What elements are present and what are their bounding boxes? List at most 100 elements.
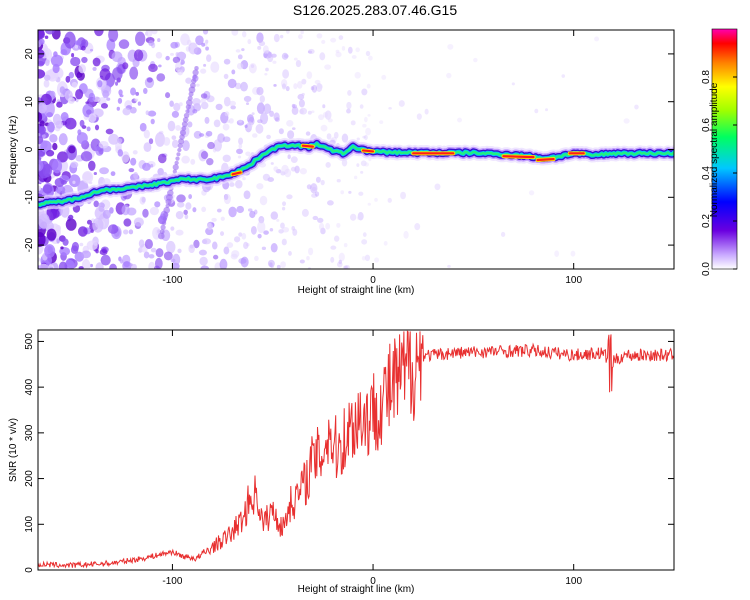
- y-tick-label: 20: [24, 48, 35, 60]
- x-tick-label: 0: [370, 576, 376, 587]
- spectral-noise-blob: [238, 119, 243, 124]
- spectral-noise-blob: [38, 213, 50, 229]
- spectral-noise-blob: [235, 179, 243, 189]
- spectral-noise-blob: [307, 110, 312, 115]
- spectral-noise-blob: [52, 63, 60, 74]
- spectral-noise-blob: [185, 104, 191, 110]
- spectrogram-y-axis-label: Frequency (Hz): [8, 116, 19, 185]
- spectral-noise-blob: [320, 227, 326, 235]
- spectral-noise-blob: [367, 114, 371, 117]
- spectral-noise-blob: [204, 116, 210, 124]
- spectral-noise-blob: [335, 49, 340, 53]
- spectral-noise-blob: [92, 217, 104, 233]
- spectral-noise-blob: [150, 118, 155, 125]
- spectral-noise-blob: [273, 112, 280, 122]
- spectral-noise-blob: [293, 57, 298, 61]
- spectral-noise-blob: [57, 151, 69, 163]
- spectral-noise-blob: [78, 266, 84, 269]
- spectral-noise-blob: [270, 162, 274, 165]
- spectral-noise-blob: [38, 69, 46, 79]
- y-tick-label: 200: [24, 470, 35, 487]
- spectral-noise-blob: [322, 111, 328, 118]
- spectral-noise-blob: [275, 168, 282, 174]
- spectral-noise-blob: [230, 105, 236, 110]
- spectral-noise-blob: [182, 117, 189, 123]
- spectral-noise-blob: [285, 30, 290, 34]
- spectral-noise-blob: [222, 154, 231, 163]
- spectral-noise-blob: [172, 253, 181, 266]
- spectral-noise-blob: [56, 101, 63, 108]
- spectral-noise-blob: [97, 80, 103, 88]
- spectral-noise-blob: [219, 258, 228, 269]
- colorbar-gradient: [711, 28, 738, 270]
- spectral-noise-blob: [38, 159, 44, 172]
- spectral-noise-blob: [321, 39, 326, 45]
- spectral-noise-blob: [336, 179, 341, 183]
- spectral-noise-blob: [297, 81, 303, 89]
- spectral-noise-blob: [286, 194, 293, 200]
- spectral-noise-blob: [65, 218, 77, 231]
- spectral-noise-blob: [257, 119, 263, 124]
- spectral-noise-blob: [234, 82, 242, 90]
- spectral-noise-blob: [185, 202, 192, 210]
- spectral-noise-blob: [248, 63, 257, 74]
- spectral-noise-blob: [196, 83, 200, 87]
- spectral-noise-blob: [106, 97, 111, 101]
- spectral-noise-blob: [143, 142, 152, 153]
- spectral-noise-blob: [132, 150, 138, 155]
- spectral-noise-blob: [68, 214, 74, 220]
- colorbar-tick-label: 0.6: [701, 118, 712, 132]
- spectral-noise-blob: [263, 103, 272, 114]
- spectral-noise-blob: [336, 222, 341, 228]
- colorbar-tick-label: 0.2: [701, 214, 712, 228]
- spectral-noise-blob: [126, 207, 137, 216]
- spectral-noise-blob: [315, 176, 321, 183]
- spectral-noise-blob: [333, 235, 340, 242]
- spectral-noise-blob: [281, 238, 287, 246]
- spectral-noise-blob: [169, 100, 174, 107]
- spectral-noise-blob: [121, 151, 130, 163]
- spectral-noise-blob: [291, 106, 299, 115]
- spectral-noise-blob: [414, 223, 421, 231]
- spectral-noise-blob: [38, 136, 44, 145]
- spectral-noise-blob: [269, 227, 274, 232]
- snr-frame: [37, 329, 675, 571]
- spectral-noise-blob: [249, 210, 256, 219]
- spectral-noise-blob: [151, 30, 158, 35]
- spectral-peak-core: [361, 149, 375, 153]
- spectral-noise-blob: [308, 247, 314, 256]
- spectral-peak-core: [536, 157, 555, 162]
- spectral-noise-blob: [133, 217, 144, 227]
- spectral-noise-blob: [176, 194, 186, 203]
- spectral-noise-blob: [295, 59, 302, 68]
- spectral-noise-blob: [388, 106, 392, 110]
- spectral-noise-blob: [183, 112, 190, 119]
- spectral-noise-blob: [95, 249, 99, 254]
- spectral-noise-blob: [299, 167, 307, 175]
- spectral-noise-blob: [200, 68, 207, 74]
- spectral-noise-blob: [257, 220, 266, 234]
- spectral-noise-blob: [534, 108, 539, 114]
- spectral-noise-blob: [264, 73, 268, 76]
- spectral-noise-blob: [139, 122, 147, 132]
- spectral-noise-blob: [358, 191, 364, 196]
- spectral-noise-blob: [350, 213, 357, 221]
- spectral-noise-blob: [94, 206, 106, 220]
- spectral-noise-blob: [68, 174, 81, 188]
- spectral-noise-blob: [192, 69, 199, 76]
- spectral-noise-blob: [200, 101, 209, 110]
- spectral-noise-blob: [335, 51, 342, 58]
- spectral-noise-blob: [291, 103, 296, 108]
- spectral-noise-blob: [68, 145, 76, 154]
- spectral-noise-blob: [238, 232, 243, 237]
- y-tick-label: 0: [24, 567, 35, 573]
- spectral-noise-blob: [47, 121, 55, 133]
- spectral-noise-blob: [311, 110, 315, 114]
- x-tick-label: 0: [370, 275, 376, 286]
- spectral-noise-blob: [343, 265, 348, 269]
- spectral-noise-blob: [158, 64, 162, 68]
- spectral-noise-blob: [100, 103, 108, 109]
- spectral-noise-blob: [199, 256, 208, 266]
- spectral-noise-blob: [322, 104, 326, 109]
